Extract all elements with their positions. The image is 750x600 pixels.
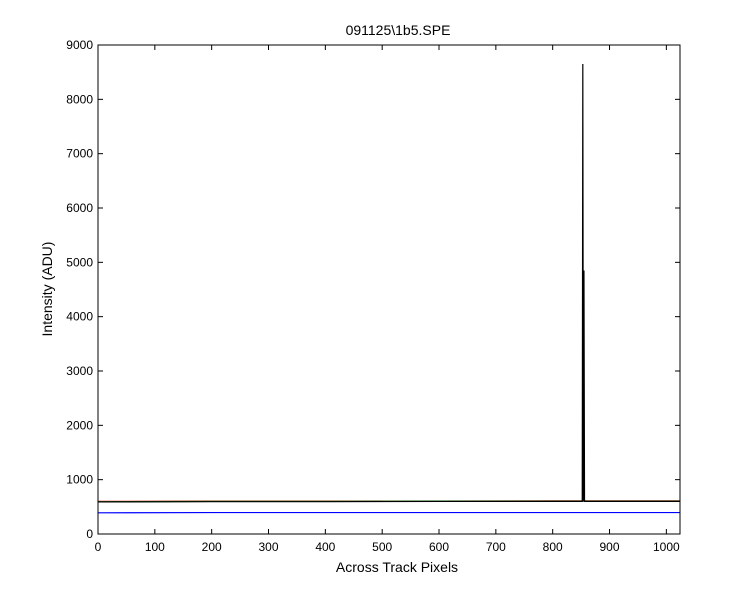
y-tick-label: 2000 <box>66 418 93 432</box>
series-layer <box>97 64 680 514</box>
x-tick-label: 400 <box>315 540 335 554</box>
x-tick-label: 300 <box>258 540 278 554</box>
x-tick-label: 1000 <box>653 540 680 554</box>
ticks-layer: 0 100 200 300 400 500 600 700 800 900 1000 0 1000 200… <box>66 38 680 554</box>
x-tick-label: 600 <box>429 540 449 554</box>
x-tick-label: 800 <box>543 540 563 554</box>
y-tick-label: 4000 <box>66 310 93 324</box>
y-tick-label: 6000 <box>66 201 93 215</box>
y-tick-label: 0 <box>86 527 93 541</box>
y-tick-label: 7000 <box>66 147 93 161</box>
y-tick-label: 1000 <box>66 473 93 487</box>
x-tick-label: 700 <box>486 540 506 554</box>
x-axis-title: Across Track Pixels <box>336 559 458 575</box>
series-line-3 <box>97 64 680 503</box>
x-tick-label: 900 <box>600 540 620 554</box>
x-tick-label: 500 <box>372 540 392 554</box>
y-tick-label: 5000 <box>66 255 93 269</box>
plot-frame <box>97 44 681 535</box>
y-tick-label: 3000 <box>66 364 93 378</box>
y-axis-title: Intensity (ADU) <box>39 242 55 337</box>
y-tick-label: 8000 <box>66 92 93 106</box>
y-tick-label: 9000 <box>66 38 93 52</box>
x-tick-label: 100 <box>145 540 165 554</box>
x-tick-label: 0 <box>95 540 102 554</box>
x-tick-label: 200 <box>202 540 222 554</box>
chart-title: 091125\1b5.SPE <box>346 22 451 38</box>
